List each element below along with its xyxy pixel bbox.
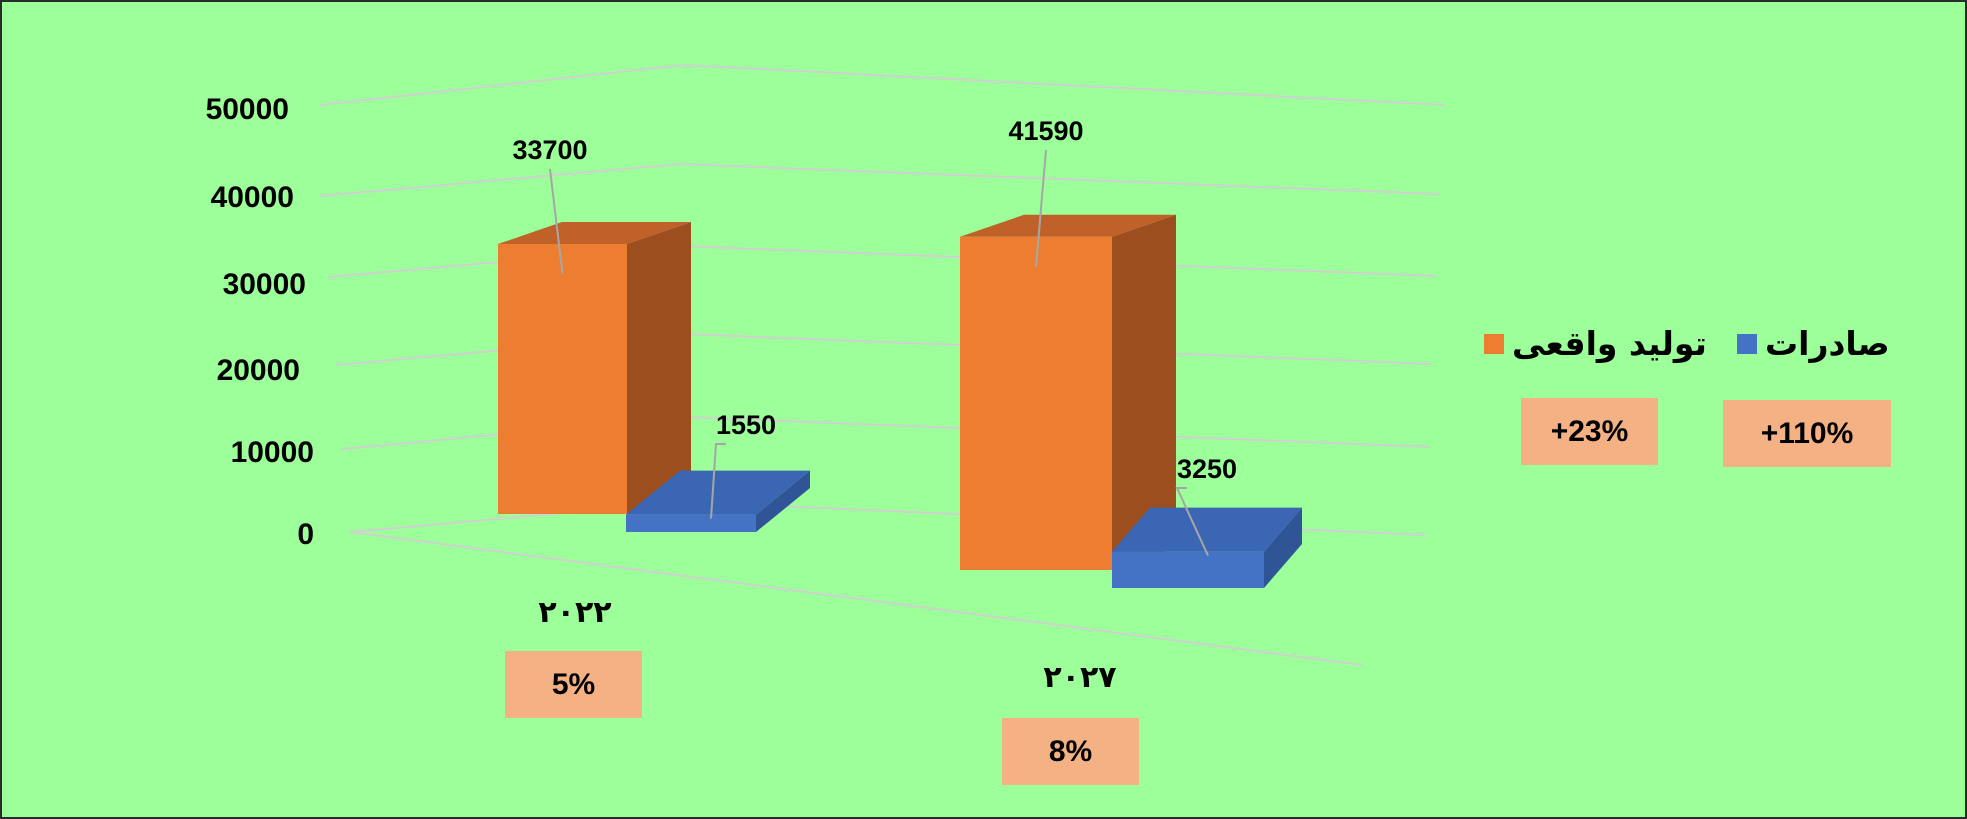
bar-top [1112, 507, 1302, 552]
leader-line [1175, 487, 1209, 557]
series-growth-badge-production: +23% [1521, 398, 1658, 465]
data-label: 41590 [1008, 116, 1083, 146]
data-label: 33700 [512, 135, 587, 165]
bar-production-0 [498, 222, 691, 514]
gridline-40000 [319, 162, 1440, 197]
x-category-label: ۲۰۲۷ [1043, 660, 1116, 695]
data-label: 1550 [716, 410, 776, 440]
leader-lines [549, 149, 1209, 557]
bars [498, 214, 1302, 588]
leader-line [1035, 149, 1047, 267]
legend-label-exports: صادرات [1765, 324, 1890, 363]
series-growth-badge-exports: +110% [1723, 400, 1891, 467]
bar-top [960, 214, 1176, 237]
bar-side [1264, 507, 1302, 588]
bar-side [627, 222, 691, 514]
gridline-50000 [319, 63, 1446, 106]
floor-line [349, 531, 1363, 666]
legend-swatch-production [1484, 333, 1504, 354]
bar-front [960, 236, 1112, 570]
y-tick-label: 40000 [211, 181, 294, 214]
bar-top [498, 222, 691, 244]
category-growth-badge-2022: 5% [505, 651, 642, 718]
x-axis-categories: ۲۰۲۲ ۲۰۲۷ [538, 595, 1116, 695]
leader-line [549, 168, 564, 275]
y-tick-label: 50000 [206, 93, 289, 126]
y-tick-label: 0 [297, 518, 314, 551]
gridlines [319, 63, 1446, 666]
bar-production-1 [960, 214, 1176, 570]
legend-item-production: تولید واقعی [1484, 324, 1707, 363]
bar-top [626, 470, 810, 515]
legend-swatch-exports [1737, 333, 1757, 354]
bar-front [626, 514, 756, 532]
data-label: 3250 [1177, 454, 1237, 484]
legend-item-exports: صادرات [1737, 324, 1890, 363]
leader-line [710, 443, 726, 519]
bar-front [1112, 551, 1264, 588]
data-labels: 33700 41590 1550 3250 [512, 116, 1237, 484]
y-axis-ticks: 0 10000 20000 30000 40000 50000 [206, 93, 314, 551]
bar-front [498, 244, 627, 514]
legend-label-production: تولید واقعی [1512, 324, 1707, 363]
x-category-label: ۲۰۲۲ [538, 595, 611, 630]
category-growth-badge-2027: 8% [1002, 718, 1139, 785]
gridline-30000 [327, 244, 1437, 278]
bar-side [756, 470, 810, 532]
bar-exports-0 [626, 470, 810, 532]
bar-side [1112, 214, 1176, 570]
y-tick-label: 30000 [223, 268, 306, 301]
y-tick-label: 10000 [231, 436, 314, 469]
bar-exports-1 [1112, 507, 1302, 588]
y-tick-label: 20000 [217, 354, 300, 387]
